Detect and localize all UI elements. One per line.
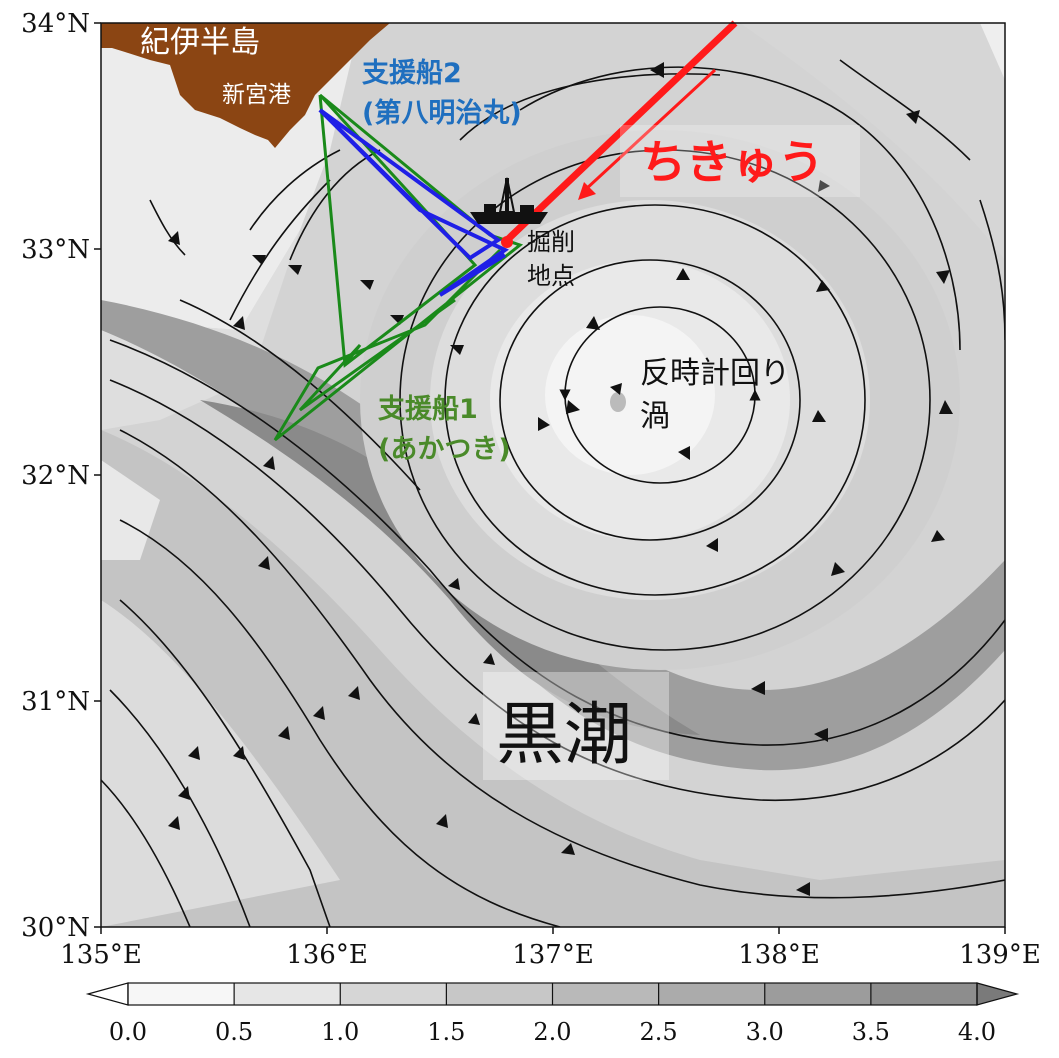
lon-label-136: 136°E [286, 940, 368, 970]
lon-label-138: 138°E [738, 940, 820, 970]
colorbar-cell [552, 983, 660, 1005]
support2-label-line1: 支援船2 [362, 57, 462, 89]
colorbar-tick-label: 3.0 [746, 1018, 784, 1046]
colorbar-tick-label: 0.0 [109, 1018, 147, 1046]
drill-site-label-line1: 掘削 [527, 228, 575, 256]
colorbar-cell [234, 983, 341, 1005]
chikyu-label: ちきゅう [640, 135, 824, 189]
drill-site-label-line2: 地点 [527, 262, 575, 290]
support2-label-line2: (第八明治丸) [362, 97, 522, 129]
support2-track [318, 108, 509, 297]
colorbar-cell [764, 983, 872, 1005]
colorbar-cell [446, 983, 553, 1005]
lon-label-139: 139°E [959, 940, 1041, 970]
lat-label-30: 30°N [21, 913, 90, 943]
drill-site-marker [501, 236, 513, 248]
lat-label-33: 33°N [21, 235, 90, 265]
lat-label-31: 31°N [21, 687, 90, 717]
axis-ticks [94, 22, 1006, 934]
colorbar-tick-label: 1.0 [321, 1018, 359, 1046]
colorbar-max-extend [976, 982, 1020, 1006]
colorbar-tick-label: 4.0 [958, 1018, 996, 1046]
colorbar-labels: 0.0 0.5 1.0 1.5 2.0 2.5 3.0 3.5 4.0 [109, 1018, 996, 1046]
colorbar-tick-label: 2.5 [640, 1018, 678, 1046]
colorbar-cell [658, 983, 766, 1005]
colorbar-min-extend [85, 982, 129, 1006]
support1-label-line1: 支援船1 [378, 393, 478, 425]
stream-arrows [168, 62, 953, 896]
eddy-label-line1: 反時計回り [640, 356, 790, 391]
port-label: 新宮港 [222, 82, 291, 108]
colorbar-cell [870, 983, 978, 1005]
streamlines [101, 59, 1005, 927]
colorbar-tick-label: 1.5 [427, 1018, 465, 1046]
lon-label-137: 137°E [512, 940, 594, 970]
colorbar-tick-label: 0.5 [215, 1018, 253, 1046]
lat-label-34: 34°N [21, 9, 90, 39]
chikyu-label-bg [620, 125, 860, 197]
kii-peninsula-land [101, 23, 390, 148]
colorbar-tick-label: 3.5 [852, 1018, 890, 1046]
colorbar-cell [340, 983, 447, 1005]
colorbar-tick-label: 2.0 [533, 1018, 571, 1046]
speed-shading [101, 23, 1005, 927]
peninsula-label: 紀伊半島 [140, 25, 260, 60]
support1-label-line2: (あかつき) [378, 434, 511, 465]
drill-ship-icon [470, 177, 548, 224]
kuroshio-label-bg [483, 672, 669, 780]
chikyu-track [502, 20, 738, 245]
lon-label-135: 135°E [60, 940, 142, 970]
colorbar-cell [128, 983, 235, 1005]
eddy-label-line2: 渦 [640, 399, 670, 434]
lat-label-32: 32°N [21, 461, 90, 491]
colorbar-cells [128, 983, 978, 1005]
kuroshio-label: 黒潮 [496, 696, 632, 775]
colorbar [85, 982, 1020, 1006]
